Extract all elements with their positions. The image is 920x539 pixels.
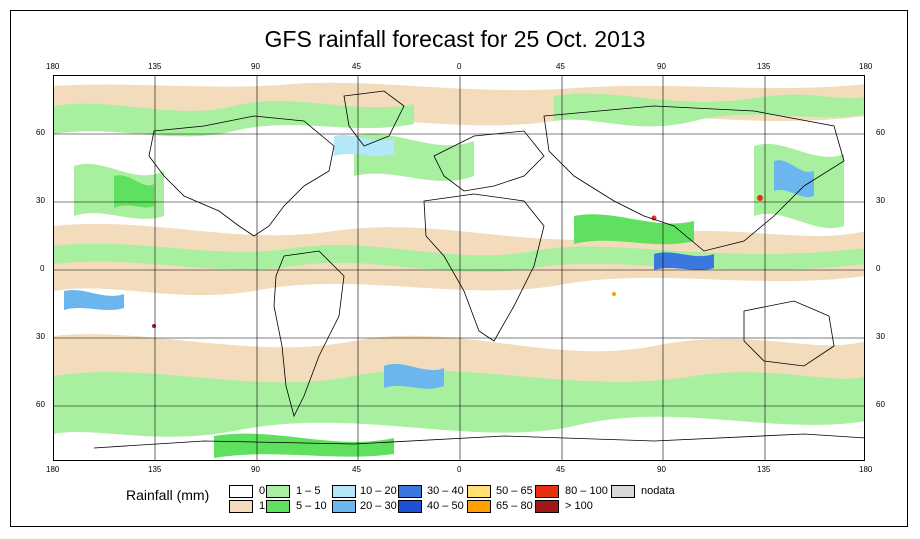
legend-swatch-10: [535, 485, 559, 498]
right-tick: 60: [876, 400, 885, 409]
legend-label: 20 – 30: [360, 500, 397, 512]
right-tick: 60: [876, 128, 885, 137]
top-tick: 90: [657, 62, 666, 71]
legend-label: 50 – 65: [496, 485, 533, 497]
left-tick: 60: [36, 400, 45, 409]
rainfall-map: [53, 75, 865, 461]
legend-label: 80 – 100: [565, 485, 608, 497]
bottom-tick: 135: [757, 465, 771, 474]
legend-label: 40 – 50: [427, 500, 464, 512]
legend-label: 30 – 40: [427, 485, 464, 497]
legend-label: 1 – 5: [296, 485, 321, 497]
rainfall-field: [54, 82, 864, 458]
legend-swatch-6: [398, 485, 422, 498]
legend-title: Rainfall (mm): [126, 487, 210, 503]
bottom-tick: 135: [148, 465, 162, 474]
top-tick: 0: [457, 62, 462, 71]
left-tick: 30: [36, 332, 45, 341]
bottom-tick: 45: [556, 465, 565, 474]
bottom-tick: 0: [457, 465, 462, 474]
legend-label: 0: [259, 485, 266, 497]
bottom-tick: 90: [251, 465, 260, 474]
left-tick: 30: [36, 196, 45, 205]
legend-swatch-12: [611, 485, 635, 498]
top-tick: 45: [556, 62, 565, 71]
legend-swatch-0: [229, 485, 253, 498]
right-tick: 30: [876, 196, 885, 205]
legend-swatch-1: [229, 500, 253, 513]
top-tick: 180: [46, 62, 60, 71]
legend-label: 10 – 20: [360, 485, 397, 497]
left-tick: 0: [40, 264, 45, 273]
bottom-tick: 45: [352, 465, 361, 474]
legend-swatch-8: [467, 485, 491, 498]
legend-swatch-2: [266, 485, 290, 498]
legend-swatch-9: [467, 500, 491, 513]
legend-label: nodata: [641, 485, 675, 497]
top-tick: 180: [859, 62, 873, 71]
top-tick: 90: [251, 62, 260, 71]
legend-swatch-4: [332, 485, 356, 498]
top-tick: 45: [352, 62, 361, 71]
bottom-tick: 90: [657, 465, 666, 474]
map-title: GFS rainfall forecast for 25 Oct. 2013: [264, 26, 646, 52]
bottom-tick: 180: [46, 465, 60, 474]
legend-label: 65 – 80: [496, 500, 533, 512]
top-tick: 135: [757, 62, 771, 71]
graticule: [54, 76, 864, 460]
legend-swatch-7: [398, 500, 422, 513]
right-tick: 0: [876, 264, 881, 273]
legend-label: 5 – 10: [296, 500, 327, 512]
legend-swatch-5: [332, 500, 356, 513]
legend-swatch-11: [535, 500, 559, 513]
legend-label: 1: [259, 500, 266, 512]
map-canvas: [54, 76, 864, 460]
left-tick: 60: [36, 128, 45, 137]
bottom-tick: 180: [859, 465, 873, 474]
top-tick: 135: [148, 62, 162, 71]
right-tick: 30: [876, 332, 885, 341]
figure-frame: [10, 10, 908, 527]
legend-label: > 100: [565, 500, 593, 512]
legend-swatch-3: [266, 500, 290, 513]
